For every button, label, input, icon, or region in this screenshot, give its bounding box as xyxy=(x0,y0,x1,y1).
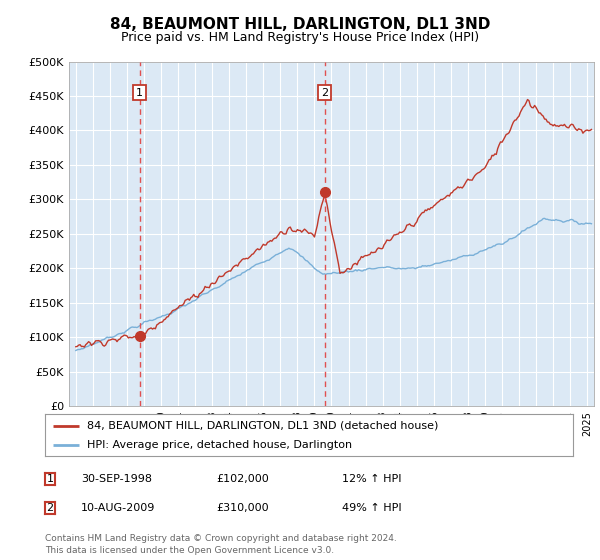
Text: 84, BEAUMONT HILL, DARLINGTON, DL1 3ND (detached house): 84, BEAUMONT HILL, DARLINGTON, DL1 3ND (… xyxy=(87,421,439,431)
Text: 84, BEAUMONT HILL, DARLINGTON, DL1 3ND: 84, BEAUMONT HILL, DARLINGTON, DL1 3ND xyxy=(110,17,490,31)
Text: 2: 2 xyxy=(46,503,53,513)
Text: 10-AUG-2009: 10-AUG-2009 xyxy=(81,503,155,513)
Text: 30-SEP-1998: 30-SEP-1998 xyxy=(81,474,152,484)
Text: Price paid vs. HM Land Registry's House Price Index (HPI): Price paid vs. HM Land Registry's House … xyxy=(121,31,479,44)
Text: £310,000: £310,000 xyxy=(216,503,269,513)
Text: 49% ↑ HPI: 49% ↑ HPI xyxy=(342,503,401,513)
Text: 12% ↑ HPI: 12% ↑ HPI xyxy=(342,474,401,484)
Text: 1: 1 xyxy=(46,474,53,484)
Text: 2: 2 xyxy=(321,87,328,97)
Text: HPI: Average price, detached house, Darlington: HPI: Average price, detached house, Darl… xyxy=(87,440,352,450)
Text: 1: 1 xyxy=(136,87,143,97)
Text: £102,000: £102,000 xyxy=(216,474,269,484)
Text: Contains HM Land Registry data © Crown copyright and database right 2024.
This d: Contains HM Land Registry data © Crown c… xyxy=(45,534,397,555)
